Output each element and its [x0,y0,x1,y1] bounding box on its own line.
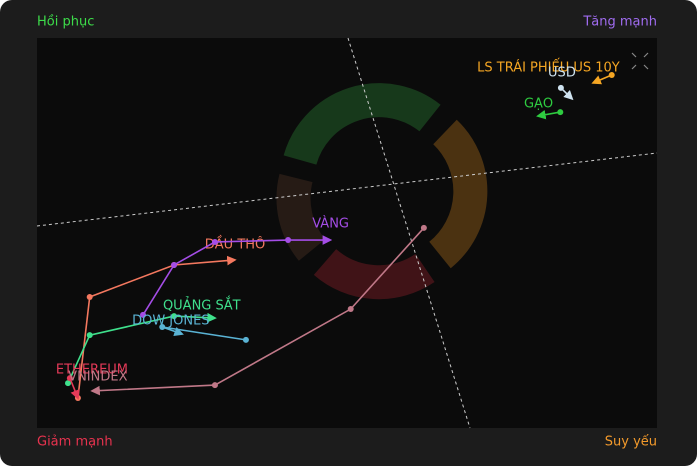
trail-point [66,375,73,382]
series-label: USD [548,65,576,80]
quadrant-label: Giảm mạnh [37,435,113,450]
trail [67,312,217,384]
series-label: VÀNG [312,216,349,232]
trail-point [86,293,93,300]
trail-point [557,109,564,116]
trail-point [159,323,166,330]
trail-point [347,306,354,313]
series-label: QUẢNG SẮT [163,297,241,314]
series-label: VNINDEX [68,369,127,384]
series-label: LS TRÁI PHIẾU US 10Y [477,58,620,75]
trail [90,227,425,396]
series-label: ETHEREUM [56,362,128,377]
trail-point [608,72,615,79]
trail [591,74,613,85]
series-label: GẠO [524,97,553,112]
trail-point [171,313,178,320]
trail [536,109,561,120]
quadrant-label: Hồi phục [37,15,94,30]
trail-point [211,382,218,389]
series-label: DẦU THÔ [205,235,266,252]
trail-point [140,311,147,318]
divider [36,152,658,227]
series-label: DOW JONES [132,314,210,329]
divider [347,37,471,429]
trail [69,377,80,400]
expand-icon[interactable] [631,52,649,70]
quadrant-label: Suy yếu [605,435,657,450]
trail-point [211,238,218,245]
plot-area [37,38,657,428]
trail-point [242,336,249,343]
trail-point [420,224,427,231]
trail-point [65,380,71,387]
trail-point [557,84,564,91]
trail-point [285,237,292,244]
quadrant-label: Tăng mạnh [582,15,657,30]
trail-point [86,332,93,339]
cycle-icon [276,83,488,300]
trail-point [171,261,178,268]
